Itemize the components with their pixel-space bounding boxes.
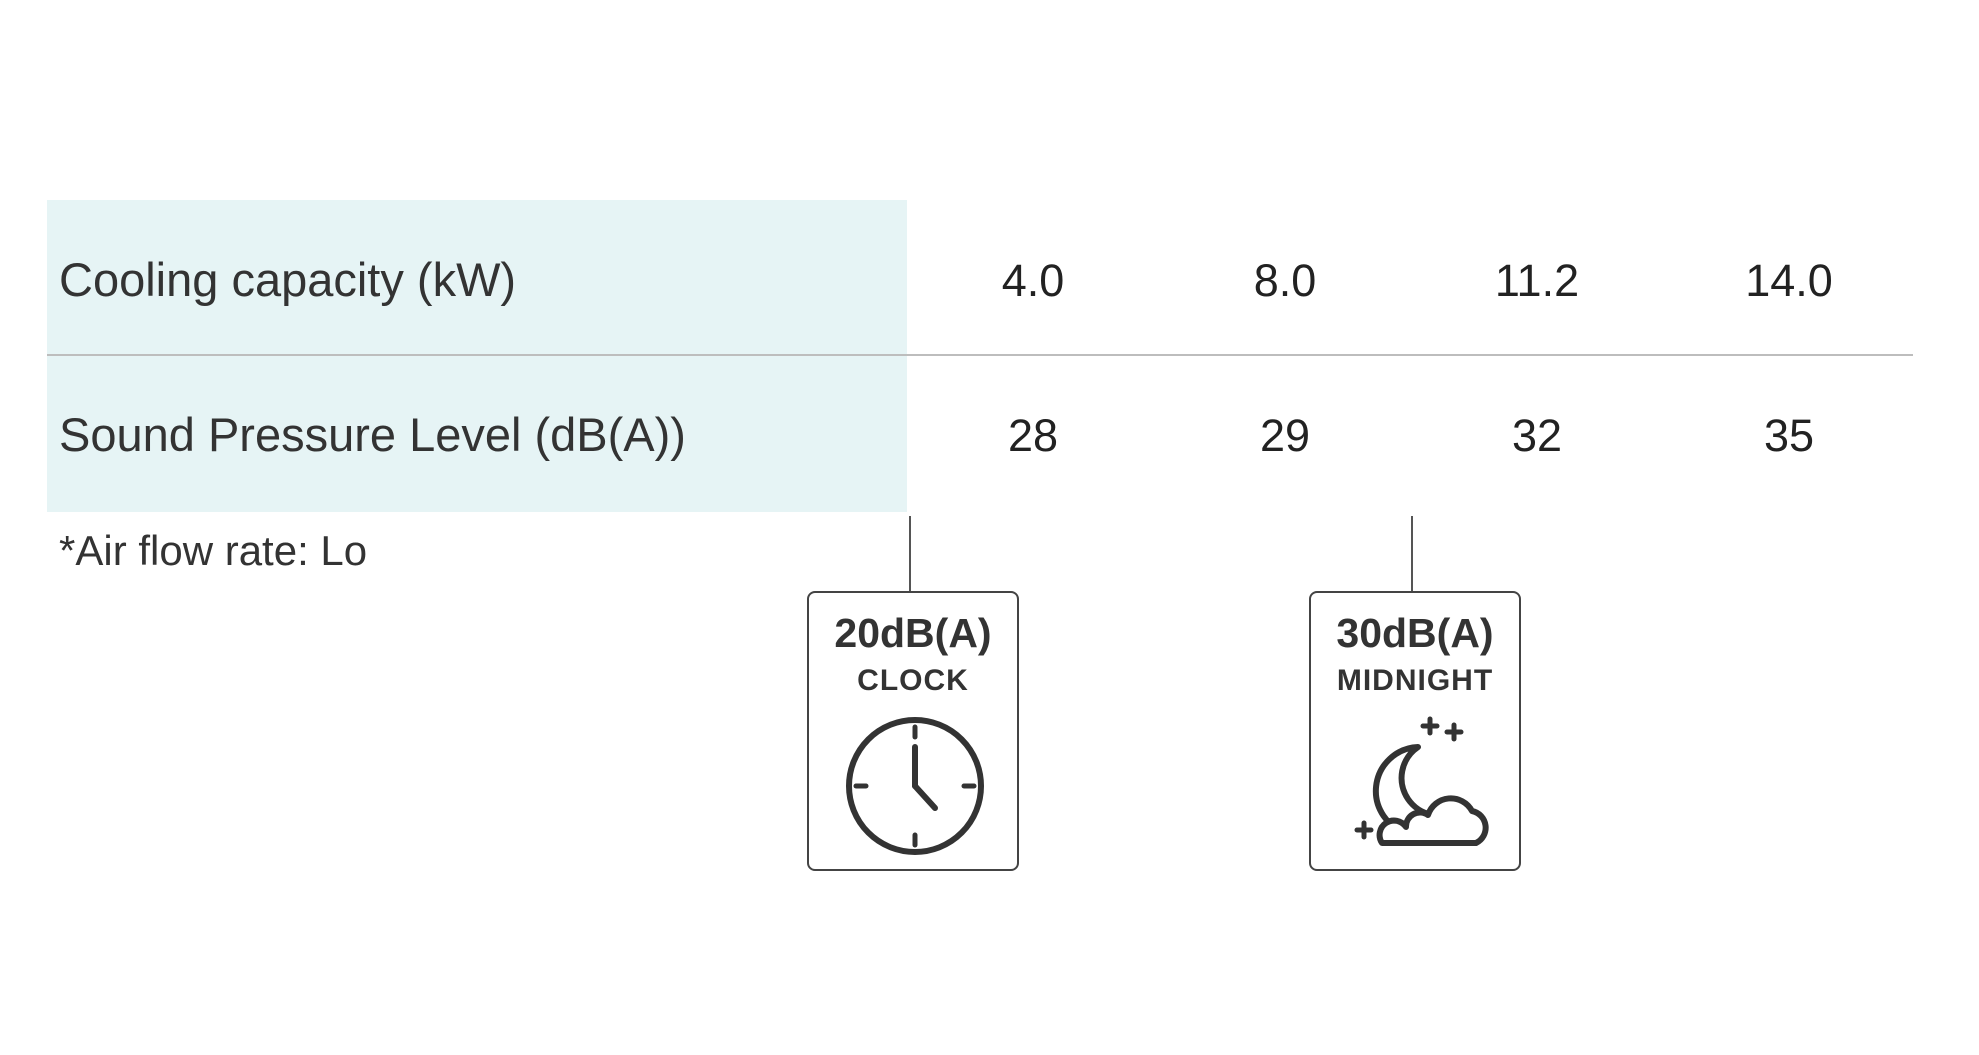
footnote: *Air flow rate: Lo (59, 527, 368, 574)
sound-pressure-value: 28 (1007, 410, 1059, 461)
cooling-capacity-value: 8.0 (1253, 255, 1317, 306)
callout-connector (909, 516, 911, 591)
clock-icon (846, 717, 984, 855)
cooling-capacity-value: 11.2 (1494, 255, 1580, 306)
sound-pressure-value: 35 (1763, 410, 1815, 461)
cooling-capacity-value: 4.0 (1001, 255, 1065, 306)
sound-pressure-value: 29 (1259, 410, 1311, 461)
row-label-background (47, 200, 907, 512)
moon-cloud-stars-icon (1354, 716, 1489, 846)
callout-level: 20dB(A) (834, 610, 992, 656)
row-label-sound-pressure-level: Sound Pressure Level (dB(A)) (59, 408, 686, 461)
row-label-cooling-capacity: Cooling capacity (kW) (59, 253, 517, 306)
callout-level: 30dB(A) (1336, 610, 1494, 656)
cooling-capacity-value: 14.0 (1745, 255, 1833, 306)
callout-connector (1411, 516, 1413, 591)
sound-pressure-value: 32 (1511, 410, 1563, 461)
callout-name: MIDNIGHT (1336, 664, 1494, 697)
row-divider (47, 354, 1913, 356)
callout-card-midnight: 30dB(A) MIDNIGHT (1309, 591, 1521, 871)
callout-card-clock: 20dB(A) CLOCK (807, 591, 1019, 871)
callout-name: CLOCK (857, 664, 969, 697)
